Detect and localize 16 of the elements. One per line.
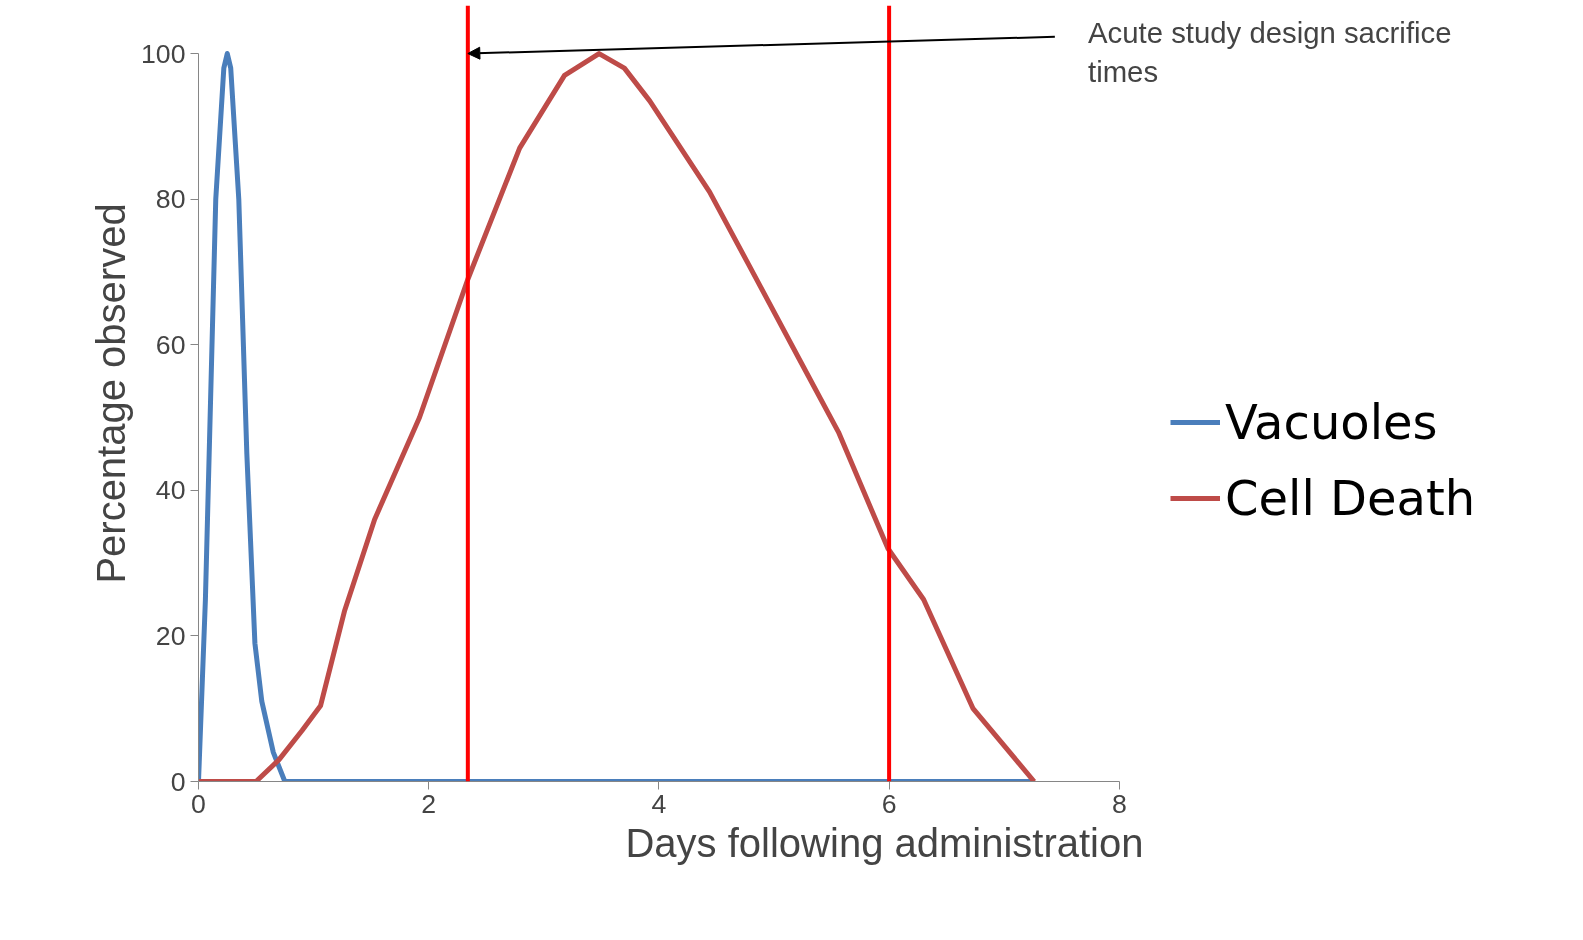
y-tick-label: 20 <box>155 620 186 651</box>
x-tick-label: 4 <box>651 788 667 819</box>
x-tick-label: 8 <box>1111 788 1127 819</box>
y-tick-label: 40 <box>155 475 186 506</box>
annotation: Acute study design sacrifice times <box>1088 15 1452 89</box>
y-axis-title: Percentage observed <box>89 203 134 584</box>
legend-label: Cell Death <box>1225 470 1476 526</box>
x-tick-label: 6 <box>881 788 897 819</box>
x-tick-label: 0 <box>191 788 206 819</box>
legend-label: Vacuoles <box>1225 394 1438 450</box>
y-tick-label: 60 <box>155 329 186 360</box>
x-tick-label: 2 <box>421 788 437 819</box>
y-tick-label: 0 <box>170 766 186 797</box>
x-axis-title: Days following administration <box>625 820 1144 865</box>
y-tick-label: 100 <box>141 38 186 69</box>
y-tick-label: 80 <box>155 184 186 215</box>
